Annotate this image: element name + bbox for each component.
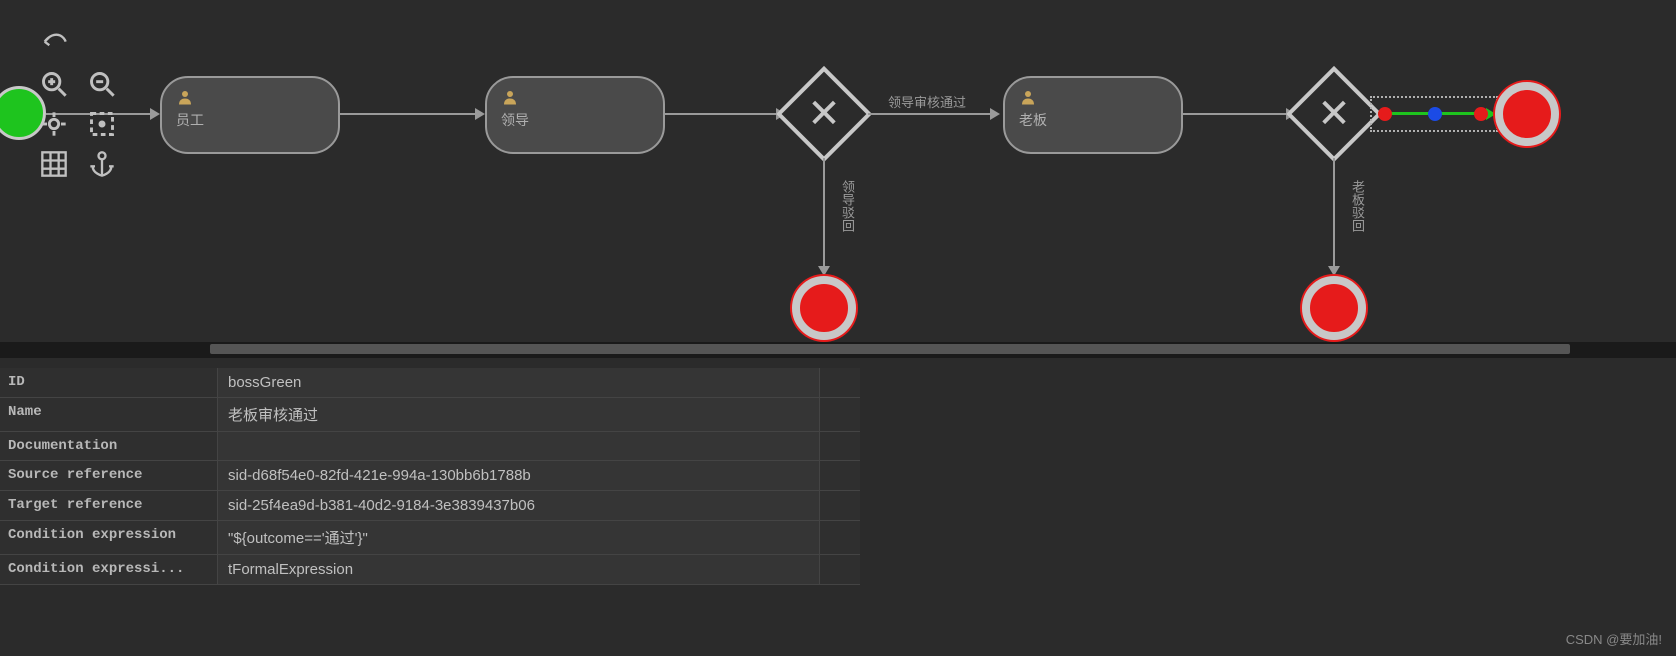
end-event[interactable]: [1495, 82, 1559, 146]
property-row: Target reference sid-25f4ea9d-b381-40d2-…: [0, 491, 860, 521]
horizontal-scrollbar[interactable]: [0, 342, 1676, 356]
flow-handle[interactable]: [1378, 107, 1392, 121]
arrow-icon: [475, 108, 485, 120]
scrollbar-thumb[interactable]: [210, 344, 1570, 354]
watermark: CSDN @要加油!: [1566, 629, 1662, 648]
property-label: Target reference: [0, 491, 218, 520]
property-row: ID bossGreen: [0, 368, 860, 398]
zoom-out-icon[interactable]: [86, 68, 118, 100]
property-label: ID: [0, 368, 218, 397]
property-value[interactable]: tFormalExpression: [218, 555, 820, 584]
end-event[interactable]: [792, 276, 856, 340]
task-label: 老板: [1019, 110, 1167, 130]
property-extra: [820, 491, 860, 520]
property-row: Name 老板审核通过: [0, 398, 860, 432]
property-extra: [820, 398, 860, 431]
property-row: Documentation: [0, 432, 860, 461]
user-icon: [1019, 88, 1037, 106]
diagram-canvas[interactable]: 员工 领导 ✕ 领导审核通过 领导驳回 老板 ✕ 老板驳回: [0, 0, 1676, 358]
user-task-employee[interactable]: 员工: [160, 76, 340, 154]
end-event[interactable]: [1302, 276, 1366, 340]
user-task-leader[interactable]: 领导: [485, 76, 665, 154]
property-value[interactable]: sid-25f4ea9d-b381-40d2-9184-3e3839437b06: [218, 491, 820, 520]
sequence-flow[interactable]: [823, 158, 825, 270]
exclusive-gateway[interactable]: ✕: [1300, 80, 1368, 148]
property-extra: [820, 461, 860, 490]
property-label: Name: [0, 398, 218, 431]
property-extra: [820, 521, 860, 554]
select-icon[interactable]: [86, 108, 118, 140]
task-label: 员工: [176, 110, 324, 130]
property-value[interactable]: sid-d68f54e0-82fd-421e-994a-130bb6b1788b: [218, 461, 820, 490]
user-icon: [501, 88, 519, 106]
property-value[interactable]: 老板审核通过: [218, 398, 820, 431]
flow-label: 领导审核通过: [888, 92, 966, 111]
property-row: Source reference sid-d68f54e0-82fd-421e-…: [0, 461, 860, 491]
sequence-flow[interactable]: [665, 113, 783, 115]
arrow-icon: [1328, 266, 1340, 276]
property-extra: [820, 368, 860, 397]
property-label: Source reference: [0, 461, 218, 490]
flow-handle[interactable]: [1428, 107, 1442, 121]
zoom-in-icon[interactable]: [38, 68, 70, 100]
grid-icon[interactable]: [38, 148, 70, 180]
property-label: Condition expression: [0, 521, 218, 554]
canvas-toolbar: [38, 28, 118, 188]
arrow-icon: [150, 108, 160, 120]
property-extra: [820, 555, 860, 584]
property-value[interactable]: [218, 432, 820, 460]
property-row: Condition expression "${outcome=='通过'}": [0, 521, 860, 555]
flow-handle[interactable]: [1474, 107, 1488, 121]
sequence-flow[interactable]: [868, 113, 996, 115]
flow-label: 老板驳回: [1348, 180, 1367, 232]
property-value[interactable]: "${outcome=='通过'}": [218, 521, 820, 554]
property-label: Condition expressi...: [0, 555, 218, 584]
user-icon: [176, 88, 194, 106]
anchor-icon[interactable]: [86, 148, 118, 180]
property-value[interactable]: bossGreen: [218, 368, 820, 397]
flow-label: 领导驳回: [838, 180, 857, 232]
sequence-flow[interactable]: [1183, 113, 1291, 115]
user-task-boss[interactable]: 老板: [1003, 76, 1183, 154]
properties-panel: ID bossGreen Name 老板审核通过 Documentation S…: [0, 368, 860, 585]
arrow-icon: [818, 266, 830, 276]
exclusive-gateway[interactable]: ✕: [790, 80, 858, 148]
sequence-flow[interactable]: [340, 113, 482, 115]
task-label: 领导: [501, 110, 649, 130]
property-label: Documentation: [0, 432, 218, 460]
undo-icon[interactable]: [38, 28, 70, 60]
property-row: Condition expressi... tFormalExpression: [0, 555, 860, 585]
zoom-fit-icon[interactable]: [38, 108, 70, 140]
property-extra: [820, 432, 860, 460]
arrow-icon: [990, 108, 1000, 120]
sequence-flow[interactable]: [1333, 158, 1335, 270]
